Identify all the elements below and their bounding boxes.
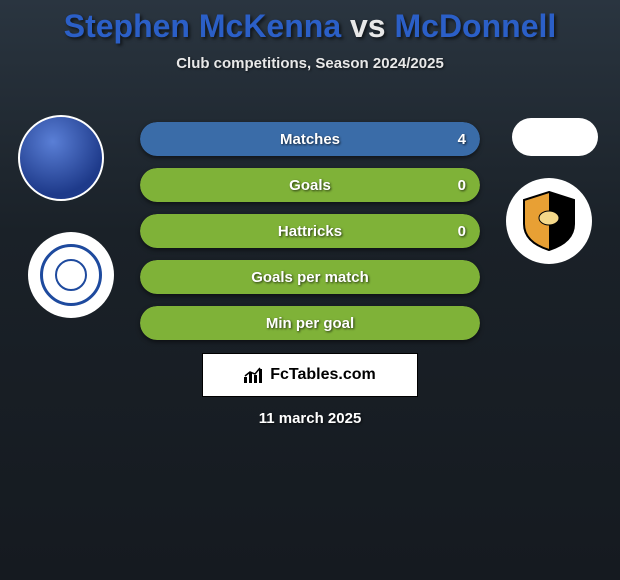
stat-value: 0 [458, 214, 466, 248]
player2-avatar [512, 118, 598, 156]
brand-footer: FcTables.com [202, 353, 418, 397]
player2-club-badge [506, 178, 592, 264]
brand-text: FcTables.com [270, 366, 376, 384]
stat-row-hattricks: Hattricks0 [140, 214, 480, 248]
stat-label: Hattricks [140, 214, 480, 248]
player1-avatar [18, 115, 104, 201]
vs-text: vs [350, 8, 386, 44]
subtitle: Club competitions, Season 2024/2025 [0, 55, 620, 72]
stat-label: Min per goal [140, 306, 480, 340]
player2-name: McDonnell [394, 8, 556, 44]
stat-row-min-per-goal: Min per goal [140, 306, 480, 340]
stat-label: Goals [140, 168, 480, 202]
stat-label: Goals per match [140, 260, 480, 294]
date-text: 11 march 2025 [0, 410, 620, 427]
stat-label: Matches [140, 122, 480, 156]
stat-row-goals-per-match: Goals per match [140, 260, 480, 294]
stat-row-goals: Goals0 [140, 168, 480, 202]
stats-container: Matches4Goals0Hattricks0Goals per matchM… [140, 122, 480, 352]
queen-of-south-badge-icon [40, 244, 102, 306]
player1-name: Stephen McKenna [64, 8, 341, 44]
alloa-badge-icon [516, 188, 582, 254]
chart-icon [244, 367, 264, 383]
comparison-title: Stephen McKenna vs McDonnell [0, 0, 620, 45]
stat-value: 0 [458, 168, 466, 202]
stat-value: 4 [458, 122, 466, 156]
stat-row-matches: Matches4 [140, 122, 480, 156]
player1-club-badge [28, 232, 114, 318]
